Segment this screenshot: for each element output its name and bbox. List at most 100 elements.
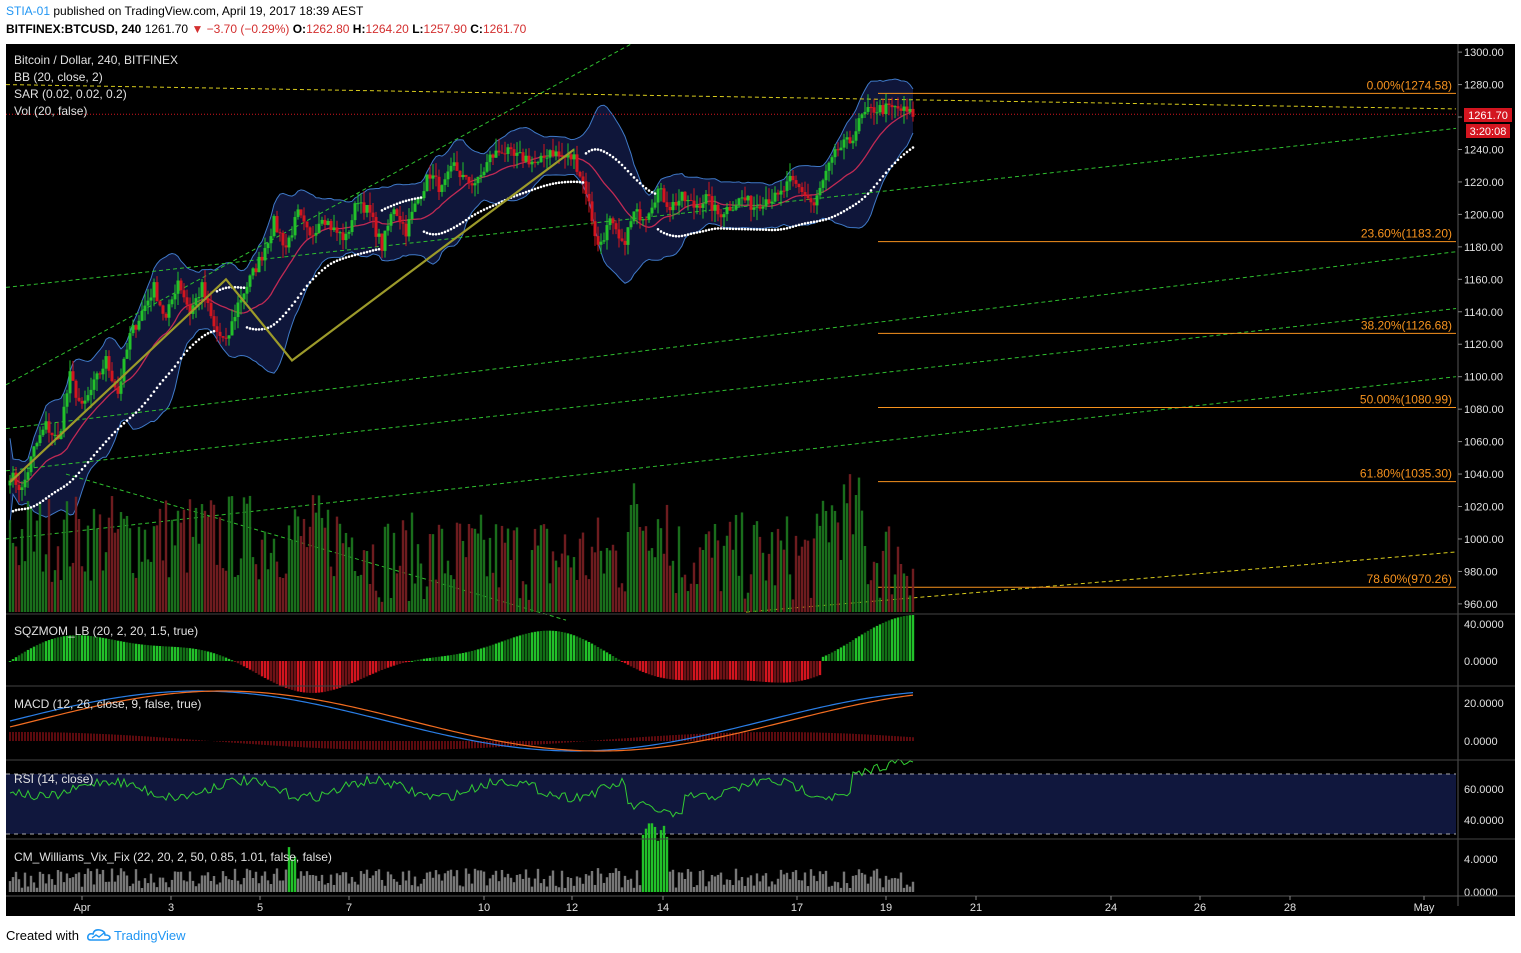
sar-dot bbox=[911, 146, 915, 149]
candle-body bbox=[11, 472, 15, 481]
sqz-bar bbox=[443, 655, 447, 661]
candle-body bbox=[752, 207, 756, 210]
vix-bar bbox=[650, 823, 654, 892]
sqz-bar bbox=[350, 661, 354, 684]
sar-dot bbox=[209, 330, 213, 334]
sar-dot bbox=[476, 211, 480, 215]
vix-bar bbox=[494, 870, 498, 892]
candle-body bbox=[89, 389, 93, 396]
sqz-bar bbox=[158, 646, 162, 661]
high-label: H: bbox=[352, 22, 366, 36]
symbol: BITFINEX:BTCUSD, 240 bbox=[6, 22, 142, 36]
candle-body bbox=[464, 174, 468, 177]
volume-bar bbox=[176, 510, 180, 612]
sar-dot bbox=[146, 398, 150, 401]
candle-body bbox=[299, 209, 303, 216]
sqz-bar bbox=[86, 635, 90, 661]
vix-bar bbox=[695, 885, 699, 892]
tradingview-link[interactable]: TradingView bbox=[114, 928, 186, 943]
volume-bar bbox=[698, 547, 702, 612]
macd-tick-label: 0.0000 bbox=[1464, 736, 1498, 748]
sar-dot bbox=[380, 209, 384, 212]
legend-vol: Vol (20, false) bbox=[14, 104, 87, 118]
volume-bar bbox=[623, 591, 627, 612]
sqz-bar bbox=[608, 654, 612, 661]
sqz-bar bbox=[365, 661, 369, 677]
candle-body bbox=[875, 112, 879, 114]
volume-bar bbox=[305, 547, 309, 612]
vix-bar bbox=[290, 859, 294, 892]
sar-dot bbox=[113, 430, 117, 434]
sqz-bar bbox=[11, 659, 15, 661]
sar-dot bbox=[851, 204, 855, 208]
candle-body bbox=[140, 310, 144, 321]
volume-bar bbox=[866, 584, 870, 612]
candle-body bbox=[539, 155, 543, 163]
vix-bar bbox=[371, 875, 375, 892]
volume-bar bbox=[794, 535, 798, 612]
sar-dot bbox=[278, 317, 282, 321]
sqz-tick-label: 40.0000 bbox=[1464, 619, 1504, 631]
volume-bar bbox=[677, 526, 681, 612]
publisher-link[interactable]: STIA-01 bbox=[6, 4, 51, 18]
sar-dot bbox=[629, 173, 633, 176]
vix-bar bbox=[47, 874, 51, 892]
volume-bar bbox=[452, 579, 456, 612]
sar-dot bbox=[323, 266, 327, 270]
candle-body bbox=[692, 200, 696, 208]
sqz-bar bbox=[632, 661, 636, 668]
vix-bar bbox=[428, 871, 432, 892]
volume-bar bbox=[695, 584, 699, 612]
sar-dot bbox=[602, 150, 606, 153]
candle-body bbox=[503, 153, 507, 155]
vix-bar bbox=[299, 871, 303, 892]
candle-body bbox=[602, 240, 606, 242]
candle-body bbox=[131, 325, 135, 334]
sar-dot bbox=[341, 257, 345, 260]
sqz-bar bbox=[326, 661, 330, 692]
sar-dot bbox=[716, 227, 720, 230]
sar-dot bbox=[842, 209, 846, 213]
sar-dot bbox=[467, 216, 471, 220]
vix-bar bbox=[611, 872, 615, 892]
volume-bar bbox=[731, 549, 735, 612]
vix-bar bbox=[692, 886, 696, 892]
candle-body bbox=[854, 131, 858, 141]
candle-body bbox=[629, 221, 633, 228]
volume-bar bbox=[278, 577, 282, 612]
volume-bar bbox=[740, 512, 744, 612]
volume-bar bbox=[524, 584, 528, 612]
volume-bar bbox=[458, 523, 462, 612]
candle-body bbox=[740, 197, 744, 199]
volume-bar bbox=[98, 514, 102, 612]
candle-body bbox=[557, 151, 561, 156]
vix-bar bbox=[875, 868, 879, 892]
candle-body bbox=[530, 161, 534, 165]
volume-bar bbox=[329, 566, 333, 612]
sqz-bar bbox=[854, 638, 858, 661]
candle-body bbox=[14, 472, 18, 485]
chart-area[interactable]: 0.00%(1274.58)23.60%(1183.20)38.20%(1126… bbox=[6, 44, 1515, 916]
candle-body bbox=[65, 393, 69, 407]
sqz-bar bbox=[875, 625, 879, 661]
sar-dot bbox=[698, 230, 702, 234]
main-price-pane[interactable]: 0.00%(1274.58)23.60%(1183.20)38.20%(1126… bbox=[6, 44, 1458, 621]
candle-body bbox=[284, 245, 288, 248]
candle-body bbox=[788, 175, 792, 182]
sar-dot bbox=[449, 227, 453, 231]
vix-bar bbox=[791, 871, 795, 892]
sar-dot bbox=[638, 181, 642, 185]
vix-bar bbox=[353, 881, 357, 892]
sqz-bar bbox=[209, 652, 213, 661]
vix-bar bbox=[845, 883, 849, 892]
vix-bar bbox=[572, 885, 576, 892]
volume-bar bbox=[659, 528, 663, 612]
trend-line-green bbox=[6, 251, 1457, 430]
vix-bar bbox=[413, 876, 417, 892]
sqz-bar bbox=[263, 661, 267, 678]
sqz-bar bbox=[398, 661, 402, 664]
indicator-panes[interactable] bbox=[6, 614, 1456, 892]
sar-dot bbox=[839, 211, 843, 215]
volume-bar bbox=[617, 587, 621, 612]
sqz-bar bbox=[851, 640, 855, 661]
